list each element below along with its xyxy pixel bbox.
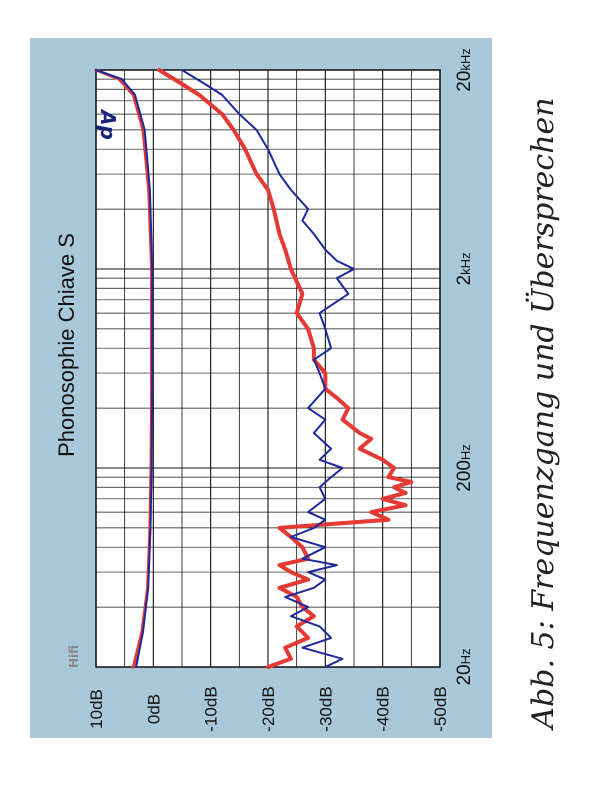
hifi-logo: Hifi: [67, 645, 81, 668]
x-tick-label: 20Hz: [454, 648, 475, 685]
y-tick-label: -40dB: [374, 686, 393, 731]
crosstalk-curve-3: [181, 69, 355, 668]
frequency-response-curve-1: [95, 69, 154, 668]
x-tick-label: 2kHz: [454, 253, 475, 286]
grid-lines: [95, 69, 441, 668]
y-tick-label: 10dB: [87, 689, 106, 729]
ap-logo: Ap: [96, 108, 120, 140]
y-tick-label: -10dB: [202, 686, 221, 731]
chart-title: Phonosophie Chiave S: [54, 233, 79, 457]
y-tick-label: -20dB: [259, 686, 278, 731]
x-tick-label: 20kHz: [454, 48, 475, 92]
x-tick-label: 200Hz: [454, 444, 475, 492]
crosstalk-curve-2: [157, 68, 414, 669]
y-tick-labels: 10dB 0dB -10dB -20dB -30dB -40dB -50dB: [87, 686, 450, 731]
y-tick-label: -50dB: [431, 686, 450, 731]
x-tick-labels: 20Hz 200Hz 2kHz 20kHz: [454, 48, 475, 685]
y-tick-label: -30dB: [316, 686, 335, 731]
figure-caption: Abb. 5: Frequenzgang und Übersprechen: [525, 97, 561, 731]
y-tick-label: 0dB: [144, 694, 163, 724]
curves: [94, 68, 414, 669]
